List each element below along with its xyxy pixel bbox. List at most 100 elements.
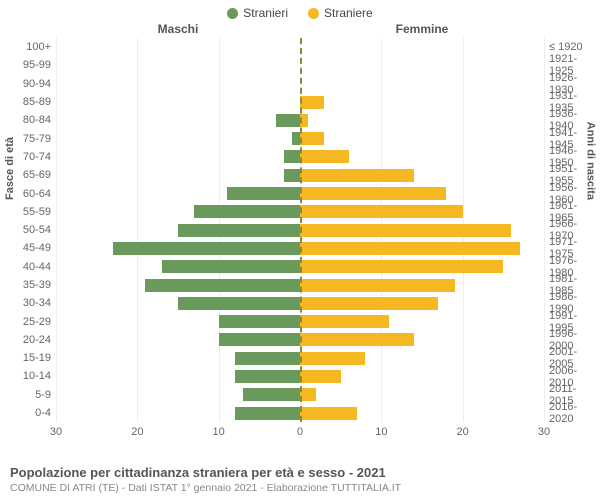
- female-zone: [300, 132, 544, 145]
- male-bar: [243, 388, 300, 401]
- female-bar: [300, 407, 357, 420]
- male-zone: [56, 297, 300, 310]
- female-bar: [300, 187, 446, 200]
- age-label: 0-4: [0, 404, 56, 422]
- age-label: 30-34: [0, 294, 56, 312]
- male-zone: [56, 315, 300, 328]
- male-zone: [56, 333, 300, 346]
- female-bar: [300, 297, 438, 310]
- age-label: 5-9: [0, 386, 56, 404]
- legend: Stranieri Straniere: [0, 0, 600, 22]
- female-zone: [300, 114, 544, 127]
- age-label: 25-29: [0, 312, 56, 330]
- age-label: 65-69: [0, 166, 56, 184]
- female-zone: [300, 242, 544, 255]
- chart-container: StranieriStraniere Maschi Femmine Fasce …: [0, 0, 600, 500]
- female-zone: [300, 388, 544, 401]
- x-tick-label: 10: [213, 426, 225, 438]
- female-bar: [300, 169, 414, 182]
- female-zone: [300, 224, 544, 237]
- female-bar: [300, 279, 455, 292]
- male-bar: [284, 169, 300, 182]
- female-bar: [300, 242, 520, 255]
- chart-subtitle: COMUNE DI ATRI (TE) - Dati ISTAT 1° genn…: [10, 482, 401, 494]
- age-label: 80-84: [0, 111, 56, 129]
- age-label: 95-99: [0, 56, 56, 74]
- female-zone: [300, 333, 544, 346]
- male-bar: [235, 370, 300, 383]
- male-bar: [235, 352, 300, 365]
- x-tick-label: 0: [297, 426, 303, 438]
- x-tick-label: 20: [131, 426, 143, 438]
- male-zone: [56, 96, 300, 109]
- male-bar: [178, 224, 300, 237]
- x-tick-label: 20: [457, 426, 469, 438]
- x-tick-label: 30: [50, 426, 62, 438]
- age-label: 40-44: [0, 258, 56, 276]
- header-male: Maschi: [56, 22, 300, 36]
- female-zone: [300, 260, 544, 273]
- male-zone: [56, 224, 300, 237]
- chart-title: Popolazione per cittadinanza straniera p…: [10, 465, 401, 480]
- age-label: 35-39: [0, 276, 56, 294]
- female-bar: [300, 132, 324, 145]
- female-bar: [300, 260, 503, 273]
- male-bar: [276, 114, 300, 127]
- female-bar: [300, 96, 324, 109]
- female-bar: [300, 315, 389, 328]
- legend-swatch: [308, 8, 319, 19]
- age-label: 75-79: [0, 129, 56, 147]
- female-bar: [300, 150, 349, 163]
- male-zone: [56, 370, 300, 383]
- male-zone: [56, 205, 300, 218]
- female-zone: [300, 279, 544, 292]
- male-bar: [145, 279, 300, 292]
- male-zone: [56, 352, 300, 365]
- male-bar: [235, 407, 300, 420]
- male-bar: [113, 242, 300, 255]
- female-zone: [300, 96, 544, 109]
- legend-item: Stranieri: [227, 6, 288, 20]
- legend-label: Straniere: [324, 6, 373, 20]
- column-headers: Maschi Femmine: [56, 22, 544, 36]
- legend-label: Stranieri: [243, 6, 288, 20]
- female-zone: [300, 370, 544, 383]
- age-label: 90-94: [0, 75, 56, 93]
- female-zone: [300, 205, 544, 218]
- male-zone: [56, 169, 300, 182]
- male-bar: [292, 132, 300, 145]
- x-axis: 3020100102030: [56, 426, 544, 440]
- age-label: 20-24: [0, 331, 56, 349]
- legend-swatch: [227, 8, 238, 19]
- female-zone: [300, 315, 544, 328]
- legend-item: Straniere: [308, 6, 373, 20]
- birth-year-label: 2016-2020: [544, 404, 600, 422]
- age-label: 85-89: [0, 93, 56, 111]
- male-zone: [56, 150, 300, 163]
- header-female: Femmine: [300, 22, 544, 36]
- female-zone: [300, 59, 544, 72]
- x-tick-label: 30: [538, 426, 550, 438]
- female-zone: [300, 297, 544, 310]
- female-bar: [300, 352, 365, 365]
- male-bar: [194, 205, 300, 218]
- age-label: 100+: [0, 38, 56, 56]
- female-zone: [300, 77, 544, 90]
- male-zone: [56, 77, 300, 90]
- male-bar: [227, 187, 300, 200]
- male-zone: [56, 279, 300, 292]
- female-bar: [300, 205, 463, 218]
- male-bar: [219, 333, 300, 346]
- male-zone: [56, 407, 300, 420]
- age-label: 60-64: [0, 184, 56, 202]
- female-bar: [300, 388, 316, 401]
- male-zone: [56, 187, 300, 200]
- age-label: 70-74: [0, 148, 56, 166]
- male-bar: [178, 297, 300, 310]
- female-zone: [300, 187, 544, 200]
- male-zone: [56, 59, 300, 72]
- chart-area: 100+≤ 192095-991921-192590-941926-193085…: [56, 38, 544, 422]
- age-label: 50-54: [0, 221, 56, 239]
- female-zone: [300, 169, 544, 182]
- male-bar: [219, 315, 300, 328]
